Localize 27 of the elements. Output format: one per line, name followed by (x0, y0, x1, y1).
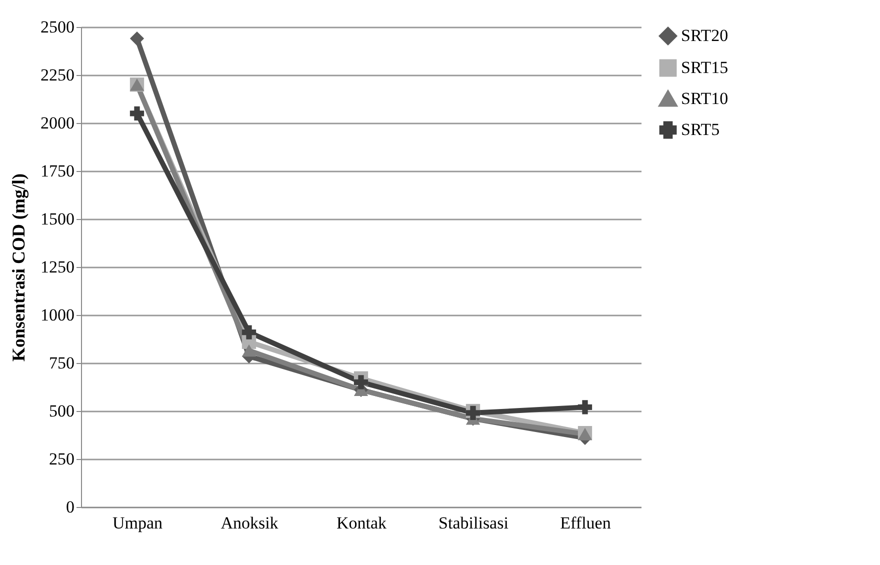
x-tick-label: Kontak (336, 514, 388, 532)
y-tick-label: 2000 (40, 114, 74, 132)
x-tick-label: Effluen (560, 514, 612, 532)
point (242, 325, 256, 340)
y-tick-label: 250 (49, 450, 74, 468)
y-tick-label: 500 (49, 402, 74, 420)
x-tick-label: Anoksik (220, 514, 279, 532)
legend-label: SRT20 (681, 26, 728, 45)
x-tick-label: Stabilisasi (438, 514, 509, 532)
point (130, 31, 144, 46)
legend-label: SRT10 (681, 89, 728, 108)
y-tick-label: 1250 (40, 258, 74, 276)
y-tick-label: 0 (66, 498, 74, 516)
y-tick-label: 750 (49, 354, 74, 372)
y-tick-label: 2500 (40, 18, 74, 36)
point (130, 106, 144, 120)
y-tick-label: 1750 (40, 162, 74, 180)
point (354, 375, 368, 390)
y-tick-label: 2250 (40, 66, 74, 84)
point (578, 400, 592, 414)
x-tick-label: Umpan (112, 514, 164, 532)
legend-label: SRT15 (681, 58, 728, 77)
y-tick-label: 1500 (40, 210, 74, 228)
point (242, 344, 256, 357)
legend-label: SRT5 (681, 120, 720, 139)
y-tick-label: 1000 (40, 306, 74, 324)
y-axis-title: Konsentrasi COD (mg/l) (8, 174, 28, 362)
